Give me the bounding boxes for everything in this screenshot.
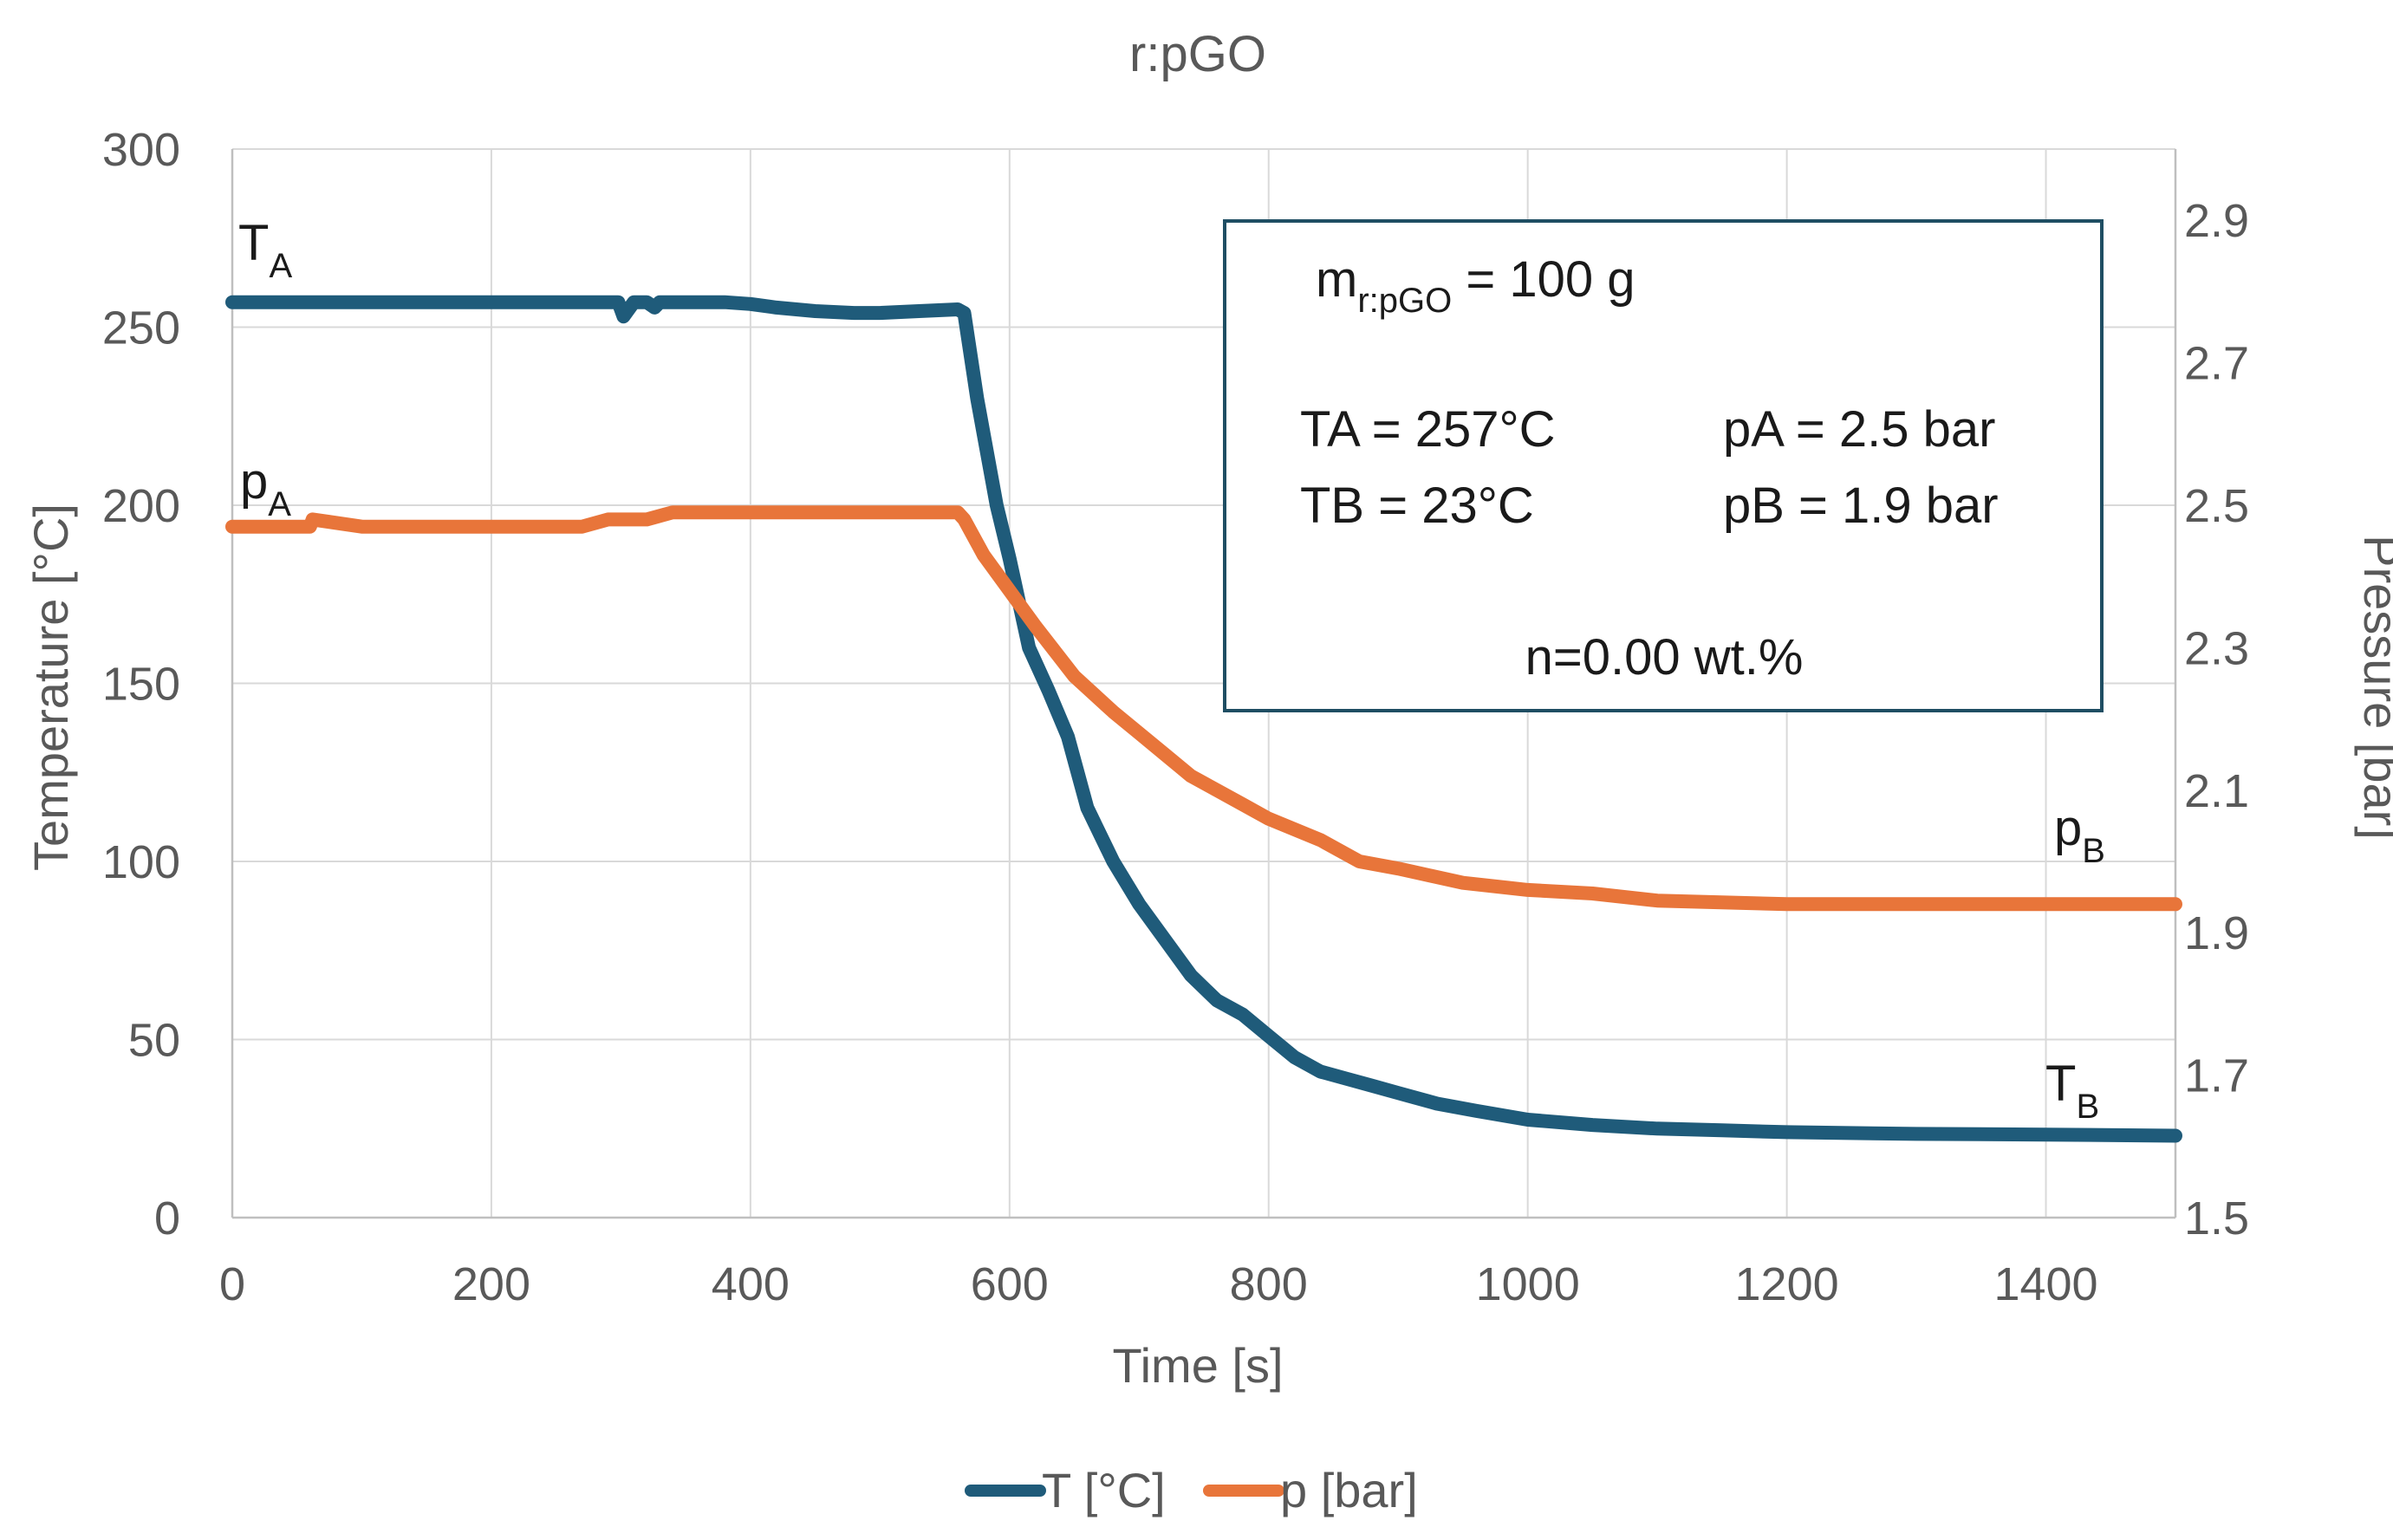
x-tick-label: 0	[219, 1258, 245, 1310]
ticks-layer: 0 50 100 150 200 250 300 0 200 400 600 800 1000 1200 1…	[102, 124, 2249, 1310]
y-tick-label: 200	[102, 480, 180, 532]
series-line-pressure	[225, 505, 2182, 912]
x-tick-label: 600	[971, 1258, 1049, 1310]
series-layer	[225, 295, 2182, 1143]
y-tick-label: 300	[102, 124, 180, 176]
annotation-pb: pB = 1.9 bar	[1723, 478, 1999, 534]
y-tick-label: 0	[154, 1192, 180, 1244]
y2-tick-label: 1.7	[2184, 1050, 2249, 1102]
y-tick-label: 100	[102, 836, 180, 888]
chart-title: r:pGO	[1129, 26, 1266, 82]
annotation-tb: TB = 23°C	[1300, 478, 1534, 534]
annotation-box: mr:pGO = 100 g TA = 257°C pA = 2.5 bar T…	[1223, 219, 2104, 712]
y2-tick-label: 2.9	[2184, 195, 2249, 247]
curve-label-pa: pA	[240, 453, 291, 523]
annotation-n: n=0.00 wt.%	[1525, 629, 1804, 686]
annotation-ta: TA = 257°C	[1300, 401, 1556, 458]
x-tick-label: 1000	[1476, 1258, 1580, 1310]
x-tick-label: 800	[1230, 1258, 1308, 1310]
x-axis-label: Time [s]	[1112, 1338, 1283, 1393]
y-axis-label: Temperature [°C]	[23, 504, 78, 871]
y-tick-label: 50	[128, 1015, 180, 1067]
annotation-box-frame	[1223, 219, 2104, 712]
curve-label-ta: TA	[238, 215, 292, 285]
legend-label-p: p [bar]	[1280, 1463, 1418, 1517]
y2-tick-label: 2.1	[2184, 765, 2249, 817]
x-tick-label: 1200	[1735, 1258, 1839, 1310]
curve-label-pb: pB	[2054, 800, 2105, 870]
y-tick-label: 250	[102, 302, 180, 354]
curve-label-tb: TB	[2045, 1056, 2099, 1126]
annotation-mass: mr:pGO = 100 g	[1316, 251, 1635, 320]
y2-tick-label: 2.3	[2184, 622, 2249, 674]
y-tick-label: 150	[102, 659, 180, 711]
legend-label-t: T [°C]	[1042, 1463, 1166, 1517]
x-tick-label: 400	[712, 1258, 790, 1310]
x-tick-label: 200	[452, 1258, 530, 1310]
y2-tick-label: 1.5	[2184, 1192, 2249, 1244]
y2-tick-label: 2.5	[2184, 480, 2249, 532]
x-tick-label: 1400	[1993, 1258, 2097, 1310]
annotation-pa: pA = 2.5 bar	[1723, 401, 1995, 458]
legend: T [°C] p [bar]	[965, 1463, 1418, 1517]
y2-tick-label: 2.7	[2184, 338, 2249, 390]
y2-axis-label: Pressure [bar]	[2354, 535, 2393, 840]
y2-tick-label: 1.9	[2184, 907, 2249, 959]
series-line-temperature	[225, 295, 2182, 1143]
